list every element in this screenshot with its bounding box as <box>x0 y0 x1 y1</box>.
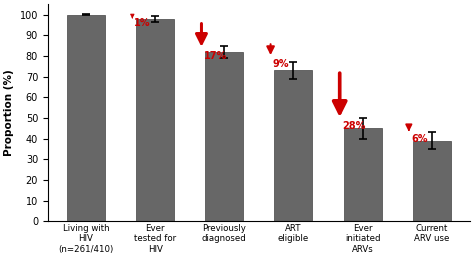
Bar <box>136 19 174 221</box>
Text: 28%: 28% <box>342 121 365 131</box>
Bar <box>344 128 382 221</box>
Bar <box>205 52 243 221</box>
Text: 6%: 6% <box>411 134 428 143</box>
Bar <box>67 14 105 221</box>
Text: 1%: 1% <box>135 18 151 28</box>
Y-axis label: Proportion (%): Proportion (%) <box>4 69 14 156</box>
Text: 9%: 9% <box>273 59 289 69</box>
Bar <box>413 141 451 221</box>
Bar <box>274 70 312 221</box>
Text: 17%: 17% <box>203 51 227 61</box>
